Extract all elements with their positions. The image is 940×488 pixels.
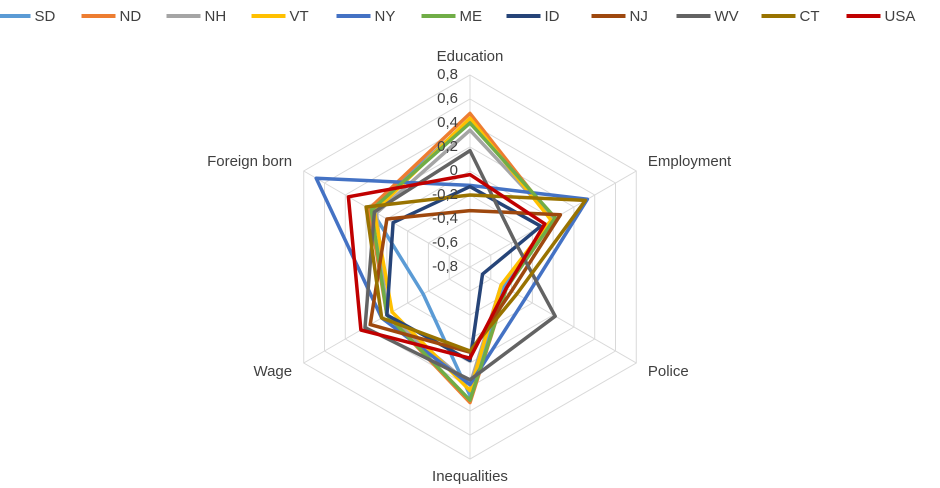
y-tick-label: 0,8 [437,66,458,83]
category-label: Wage [253,363,292,380]
legend-label: VT [290,8,309,25]
y-tick-label: 0,6 [437,90,458,107]
category-label: Education [437,48,504,65]
legend-label: NH [205,8,227,25]
y-tick-label: -0,2 [432,186,458,203]
y-tick-label: 0,2 [437,138,458,155]
legend-label: NY [375,8,396,25]
series-line [369,121,557,402]
series-line [364,193,588,353]
y-tick-label: 0,4 [437,114,458,131]
y-tick-label: -0,6 [432,234,458,251]
category-label: Police [648,363,689,380]
legend-label: USA [885,8,916,25]
legend-label: CT [800,8,820,25]
y-tick-label: -0,4 [432,210,458,227]
legend-label: NJ [630,8,648,25]
series-line [346,172,547,360]
legend-label: ME [460,8,483,25]
legend-label: ND [120,8,142,25]
category-label: Foreign born [207,153,292,170]
legend-label: WV [715,8,739,25]
category-label: Employment [648,153,732,170]
y-tick-label: -0,8 [432,258,458,275]
category-label: Inequalities [432,468,508,485]
y-tick-label: 0 [450,162,458,179]
series-line [385,184,543,363]
series-line [314,176,590,387]
series-line [363,148,557,382]
legend-label: SD [35,8,56,25]
legend-label: ID [545,8,560,25]
